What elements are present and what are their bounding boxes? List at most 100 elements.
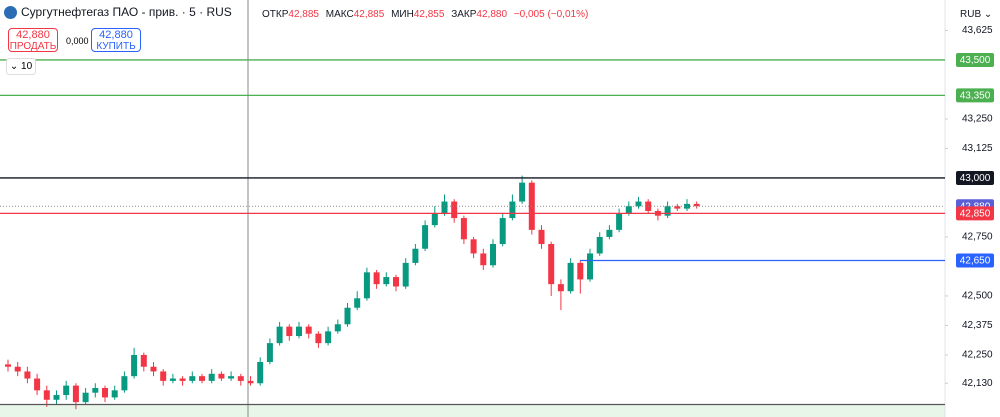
- y-tick-label: 42,500: [962, 291, 993, 302]
- level-label: 43,350: [960, 90, 991, 101]
- indicator-value: 10: [21, 61, 33, 72]
- currency[interactable]: RUB ⌄: [960, 9, 993, 20]
- candle-body: [383, 277, 390, 285]
- candle-body: [24, 371, 31, 379]
- candle-body: [693, 203, 700, 207]
- candle-body: [296, 326, 302, 337]
- candle-body: [509, 201, 516, 219]
- y-tick-label: 42,375: [962, 320, 993, 331]
- level-badge: [956, 206, 994, 221]
- candle-body: [257, 362, 264, 384]
- y-tick-label: 42,250: [962, 350, 993, 361]
- candle-body: [422, 225, 429, 249]
- candle-body: [499, 218, 506, 245]
- icon: [4, 5, 17, 19]
- level-badge: [956, 170, 994, 185]
- candle-body: [82, 392, 89, 403]
- y-tick-label: 42,750: [962, 232, 993, 243]
- candle-body: [315, 333, 322, 344]
- candle-body: [490, 244, 496, 266]
- candle-body: [72, 385, 79, 403]
- candle-body: [334, 324, 341, 332]
- candle-body: [43, 390, 50, 400]
- candle-body: [363, 272, 370, 299]
- candle-body: [228, 376, 235, 379]
- currency-label: RUB: [960, 9, 982, 20]
- candle-body: [625, 206, 632, 214]
- value: 42,880: [476, 9, 508, 20]
- candle-body: [373, 272, 380, 285]
- buy-button[interactable]: 42,880 КУПИТЬ: [91, 28, 141, 52]
- candle-body: [189, 376, 196, 381]
- candle-body: [616, 213, 623, 230]
- value: 42,885: [353, 9, 385, 20]
- candle-body: [431, 213, 438, 226]
- symbol: Сургутнефтегаз ПАО - прив. · 5 · RUS: [21, 5, 232, 19]
- candle-body: [247, 380, 254, 384]
- candle-body: [587, 253, 593, 280]
- candle-body: [14, 366, 21, 372]
- candle-body: [305, 326, 312, 334]
- level-label: 43,000: [960, 173, 991, 184]
- candle-body: [441, 201, 448, 214]
- spread: 0,000: [66, 36, 89, 46]
- candle-body: [121, 376, 128, 391]
- zone: [0, 404, 945, 417]
- candle-body: [160, 371, 167, 381]
- candle-body: [606, 229, 613, 237]
- candle-body: [5, 364, 11, 367]
- candle-body: [131, 354, 138, 377]
- level-label: 42,650: [960, 256, 991, 267]
- candle-body: [102, 387, 108, 398]
- candle-body: [169, 378, 176, 381]
- candle-body: [470, 239, 477, 254]
- change: −0,005 (−0,01%): [513, 9, 589, 20]
- candle-body: [150, 366, 157, 372]
- value: 42,885: [288, 9, 319, 20]
- candle-body: [635, 201, 642, 207]
- level-badge: [956, 88, 994, 103]
- symbol-bar[interactable]: Сургутнефтегаз ПАО - прив. · 5 · RUS: [4, 5, 232, 19]
- label: МИН: [391, 9, 414, 20]
- candle-body: [412, 248, 419, 263]
- candle-body: [325, 331, 332, 344]
- candle-body: [519, 182, 526, 202]
- candle-body: [237, 376, 244, 381]
- candle-body: [218, 373, 225, 379]
- candle-body: [393, 277, 399, 287]
- candle-body: [596, 236, 603, 254]
- label: КУПИТЬ: [96, 41, 136, 52]
- candle-body: [664, 206, 671, 216]
- price: 42,880: [99, 29, 133, 41]
- candle-body: [34, 378, 41, 391]
- y-tick-label: 43,250: [962, 114, 993, 125]
- value: 42,855: [413, 9, 445, 20]
- level-label: 42,850: [960, 208, 991, 219]
- candle-body: [567, 262, 574, 292]
- sell-button[interactable]: 42,880 ПРОДАТЬ: [8, 28, 58, 52]
- level-label: 43,500: [960, 55, 991, 66]
- candle-body: [179, 378, 186, 381]
- candle-body: [460, 218, 467, 240]
- price: 42,880: [16, 29, 50, 41]
- indicator[interactable]: ⌄ 10: [6, 58, 36, 75]
- level-badge: [956, 52, 994, 67]
- candle-body: [557, 284, 564, 292]
- candle-body: [674, 206, 681, 209]
- candle-body: [111, 390, 118, 398]
- candle-body: [480, 253, 487, 266]
- candle-body: [548, 244, 555, 285]
- label: ЗАКР: [451, 9, 477, 20]
- candle-body: [266, 343, 273, 363]
- candle-body: [140, 354, 147, 367]
- candle-body: [344, 307, 351, 325]
- candle-body: [577, 262, 584, 280]
- label: МАКС: [325, 9, 354, 20]
- label: ОТКР: [262, 9, 289, 20]
- candle-body: [354, 298, 361, 308]
- candle-body: [276, 326, 283, 344]
- candle-body: [451, 201, 458, 219]
- candle-body: [286, 326, 293, 337]
